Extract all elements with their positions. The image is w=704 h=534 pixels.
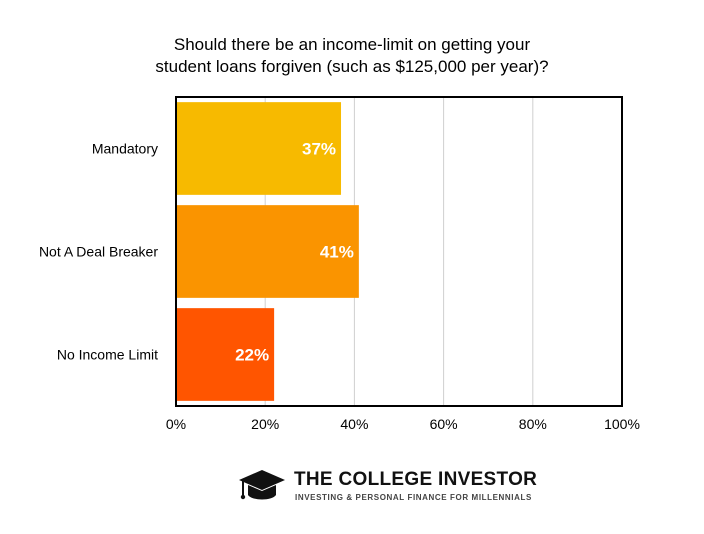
chart-title-line-2: student loans forgiven (such as $125,000… bbox=[155, 57, 549, 76]
category-labels: Mandatory Not A Deal Breaker No Income Lim… bbox=[39, 141, 158, 363]
chart-title-line-1: Should there be an income-limit on getti… bbox=[173, 35, 531, 54]
bar-chart: 37% 41% 22% Mandatory Not A Deal Breaker No … bbox=[39, 96, 640, 432]
category-label-2: No Income Limit bbox=[57, 347, 158, 363]
brand-tagline: INVESTING & PERSONAL FINANCE FOR MILLENN… bbox=[295, 493, 532, 502]
x-tick-label-3: 60% bbox=[430, 416, 458, 432]
data-label-1: 41% bbox=[320, 243, 354, 262]
data-labels: 37% 41% 22% bbox=[235, 140, 354, 365]
bar-0 bbox=[176, 102, 342, 195]
graduation-cap-icon bbox=[239, 470, 285, 500]
data-label-0: 37% bbox=[302, 140, 336, 159]
bar-1 bbox=[176, 205, 359, 298]
x-tick-label-1: 20% bbox=[251, 416, 279, 432]
x-tick-label-5: 100% bbox=[604, 416, 640, 432]
data-label-2: 22% bbox=[235, 346, 269, 365]
bar-2 bbox=[176, 308, 275, 401]
category-label-0: Mandatory bbox=[92, 141, 158, 157]
x-tick-label-4: 80% bbox=[519, 416, 547, 432]
chart-title: Should there be an income-limit on getti… bbox=[0, 34, 704, 78]
x-tick-labels: 0% 20% 40% 60% 80% 100% bbox=[166, 416, 640, 432]
x-tick-label-0: 0% bbox=[166, 416, 186, 432]
brand-logo: THE COLLEGE INVESTOR INVESTING & PERSONA… bbox=[238, 468, 568, 508]
x-tick-label-2: 40% bbox=[340, 416, 368, 432]
category-label-1: Not A Deal Breaker bbox=[39, 244, 158, 260]
plot-frame bbox=[175, 96, 623, 407]
bars bbox=[176, 102, 359, 401]
brand-name: THE COLLEGE INVESTOR bbox=[294, 469, 538, 490]
